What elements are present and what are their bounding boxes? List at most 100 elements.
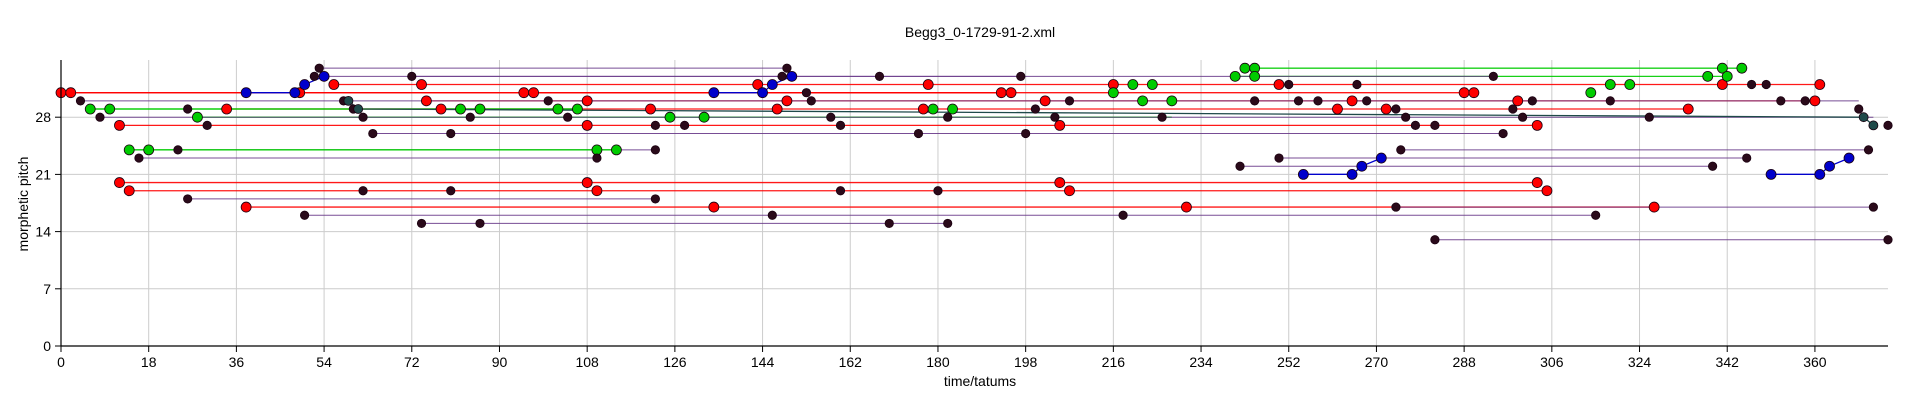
x-tick-label: 306 — [1540, 354, 1564, 370]
data-point — [1146, 79, 1158, 90]
data-point — [1585, 87, 1597, 99]
data-point — [543, 96, 553, 106]
data-point — [1229, 70, 1241, 82]
data-point — [917, 103, 929, 115]
data-point — [1274, 153, 1284, 163]
data-point — [299, 79, 311, 90]
data-point — [240, 87, 252, 99]
data-point — [1346, 95, 1358, 107]
data-point — [1512, 95, 1524, 107]
x-tick-label: 90 — [492, 354, 508, 370]
data-point — [1736, 62, 1748, 74]
y-axis-label: morphetic pitch — [15, 157, 31, 252]
x-axis-label: time/tatums — [944, 373, 1016, 389]
data-point — [114, 119, 125, 131]
data-point — [1761, 79, 1771, 90]
data-point — [407, 71, 417, 81]
data-point — [1064, 96, 1075, 106]
data-point — [1391, 104, 1401, 114]
data-point — [446, 128, 456, 139]
data-point — [328, 79, 340, 90]
data-point — [1005, 87, 1017, 99]
data-point — [1166, 95, 1178, 107]
data-point — [318, 70, 330, 82]
data-point — [1624, 79, 1636, 90]
x-tick-label: 108 — [575, 354, 599, 370]
data-point — [752, 79, 764, 90]
x-tick-label: 360 — [1803, 354, 1827, 370]
data-point — [446, 186, 456, 196]
data-point — [680, 120, 690, 130]
data-point — [1249, 70, 1261, 82]
data-point — [1508, 104, 1518, 114]
data-point — [240, 201, 252, 213]
x-tick-label: 234 — [1189, 354, 1213, 370]
data-point — [309, 71, 319, 81]
x-tick-label: 36 — [229, 354, 245, 370]
series-connector — [1303, 157, 1382, 176]
data-point — [1157, 112, 1167, 122]
data-point — [1430, 235, 1440, 245]
data-point — [1284, 79, 1294, 90]
data-point — [943, 112, 953, 122]
data-point — [1273, 79, 1285, 90]
data-point — [368, 128, 378, 139]
data-point — [611, 144, 622, 156]
data-point — [1380, 103, 1392, 115]
data-point — [922, 79, 934, 90]
data-point — [1313, 96, 1323, 106]
data-point — [1814, 168, 1826, 180]
data-point — [826, 112, 836, 122]
x-tick-label: 54 — [316, 354, 332, 370]
data-point — [173, 145, 183, 155]
data-point — [1118, 210, 1128, 220]
data-point — [591, 185, 603, 197]
x-tick-label: 72 — [404, 354, 420, 370]
data-point — [1682, 103, 1694, 115]
data-point — [1064, 185, 1075, 197]
data-point — [874, 71, 885, 81]
x-tick-label: 162 — [839, 354, 863, 370]
data-point — [1604, 79, 1616, 90]
data-point — [416, 218, 427, 229]
data-point — [1863, 145, 1874, 155]
data-point — [1127, 79, 1139, 90]
data-point — [1716, 79, 1728, 90]
data-point — [581, 177, 593, 188]
chart-title: Begg3_0-1729-91-2.xml — [905, 24, 1055, 40]
data-point — [943, 218, 953, 229]
data-point — [995, 87, 1007, 99]
data-point — [1721, 70, 1733, 82]
y-tick-label: 21 — [35, 166, 51, 182]
data-point — [806, 96, 816, 106]
data-point — [1410, 120, 1421, 130]
x-tick-label: 216 — [1102, 354, 1126, 370]
data-point — [581, 95, 593, 107]
data-point — [1468, 87, 1480, 99]
data-point — [123, 144, 135, 156]
data-point — [771, 103, 783, 115]
data-point — [1375, 152, 1387, 164]
data-point — [801, 88, 812, 98]
axes: 0 18 36 54 72 90 108 126 144 162 180 198 216 234 252 27… — [35, 60, 1888, 370]
x-tick-label: 144 — [751, 354, 775, 370]
data-point — [884, 218, 894, 229]
data-point — [782, 63, 792, 73]
data-point — [75, 96, 86, 106]
data-point — [572, 103, 583, 115]
data-point — [591, 144, 603, 156]
data-point — [664, 111, 676, 123]
data-point — [192, 111, 203, 123]
data-point — [202, 120, 212, 130]
data-point — [1021, 128, 1031, 139]
data-point — [766, 79, 778, 90]
x-tick-label: 18 — [141, 354, 157, 370]
data-point — [1181, 201, 1192, 213]
data-point — [134, 153, 144, 163]
y-tick-label: 7 — [43, 281, 51, 297]
data-point — [1824, 160, 1835, 172]
data-point — [767, 210, 777, 220]
data-point — [698, 111, 710, 123]
data-point — [1644, 112, 1654, 122]
